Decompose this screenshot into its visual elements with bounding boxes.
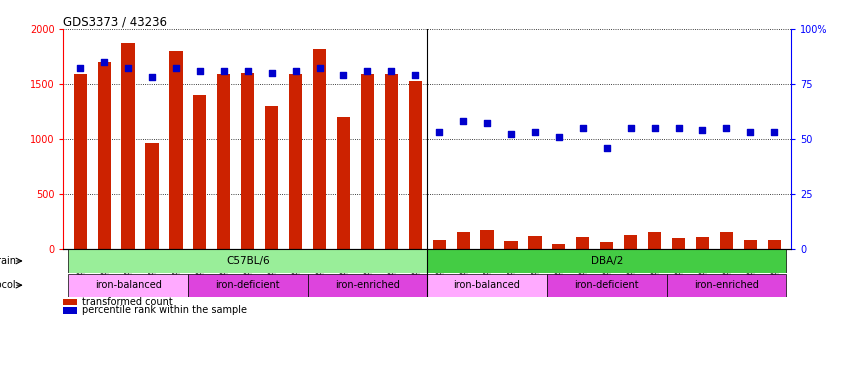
Point [217, 68, 231, 74]
Text: iron-balanced: iron-balanced [95, 280, 162, 290]
Text: iron-balanced: iron-balanced [453, 280, 520, 290]
Point [97, 59, 111, 65]
Bar [63, 298, 76, 305]
Point [193, 68, 206, 74]
Point [600, 144, 613, 151]
Point [432, 129, 446, 135]
Point [241, 68, 255, 74]
Text: iron-enriched: iron-enriched [694, 280, 759, 290]
Bar [122, 43, 135, 249]
Text: C57BL/6: C57BL/6 [226, 256, 270, 266]
Bar [624, 235, 637, 249]
Point [169, 65, 183, 71]
Point [313, 65, 327, 71]
Point [528, 129, 541, 135]
Point [720, 125, 733, 131]
Point [121, 65, 135, 71]
Point [337, 72, 350, 78]
Point [576, 125, 590, 131]
Point [385, 68, 398, 74]
Point [767, 129, 781, 135]
Bar [576, 237, 590, 249]
Point [456, 118, 470, 124]
Point [552, 134, 566, 140]
Point [695, 127, 709, 133]
Text: GDS3373 / 43236: GDS3373 / 43236 [63, 16, 168, 29]
Bar [146, 143, 158, 249]
Bar [720, 232, 733, 249]
Bar [169, 51, 183, 249]
Point [265, 70, 278, 76]
Point [648, 125, 662, 131]
Bar [337, 117, 350, 249]
Bar [217, 74, 230, 249]
Bar [427, 249, 786, 273]
Text: transformed count: transformed count [81, 297, 173, 307]
Point [744, 129, 757, 135]
Point [146, 74, 159, 80]
Bar [69, 249, 427, 273]
Text: protocol: protocol [0, 280, 16, 290]
Bar [767, 240, 781, 249]
Text: percentile rank within the sample: percentile rank within the sample [81, 306, 247, 316]
Bar [696, 237, 709, 249]
Point [672, 125, 685, 131]
Text: iron-enriched: iron-enriched [335, 280, 400, 290]
Bar [547, 273, 667, 297]
Bar [313, 49, 326, 249]
Bar [69, 273, 188, 297]
Bar [481, 230, 494, 249]
Point [360, 68, 374, 74]
Bar [289, 74, 302, 249]
Bar [385, 74, 398, 249]
Bar [188, 273, 308, 297]
Bar [552, 245, 565, 249]
Bar [360, 74, 374, 249]
Bar [529, 236, 541, 249]
Point [288, 68, 302, 74]
Bar [672, 238, 685, 249]
Point [481, 120, 494, 126]
Bar [427, 273, 547, 297]
Bar [63, 307, 76, 314]
Text: strain: strain [0, 256, 16, 266]
Bar [74, 74, 87, 249]
Bar [600, 242, 613, 249]
Bar [193, 95, 206, 249]
Point [504, 131, 518, 137]
Bar [744, 240, 757, 249]
Point [409, 72, 422, 78]
Bar [409, 81, 422, 249]
Bar [97, 62, 111, 249]
Bar [504, 241, 518, 249]
Text: iron-deficient: iron-deficient [574, 280, 639, 290]
Bar [265, 106, 278, 249]
Point [74, 65, 87, 71]
Point [624, 125, 637, 131]
Text: iron-deficient: iron-deficient [216, 280, 280, 290]
Bar [432, 240, 446, 249]
Bar [308, 273, 427, 297]
Bar [457, 232, 470, 249]
Bar [667, 273, 786, 297]
Bar [648, 232, 662, 249]
Text: DBA/2: DBA/2 [591, 256, 623, 266]
Bar [241, 73, 255, 249]
